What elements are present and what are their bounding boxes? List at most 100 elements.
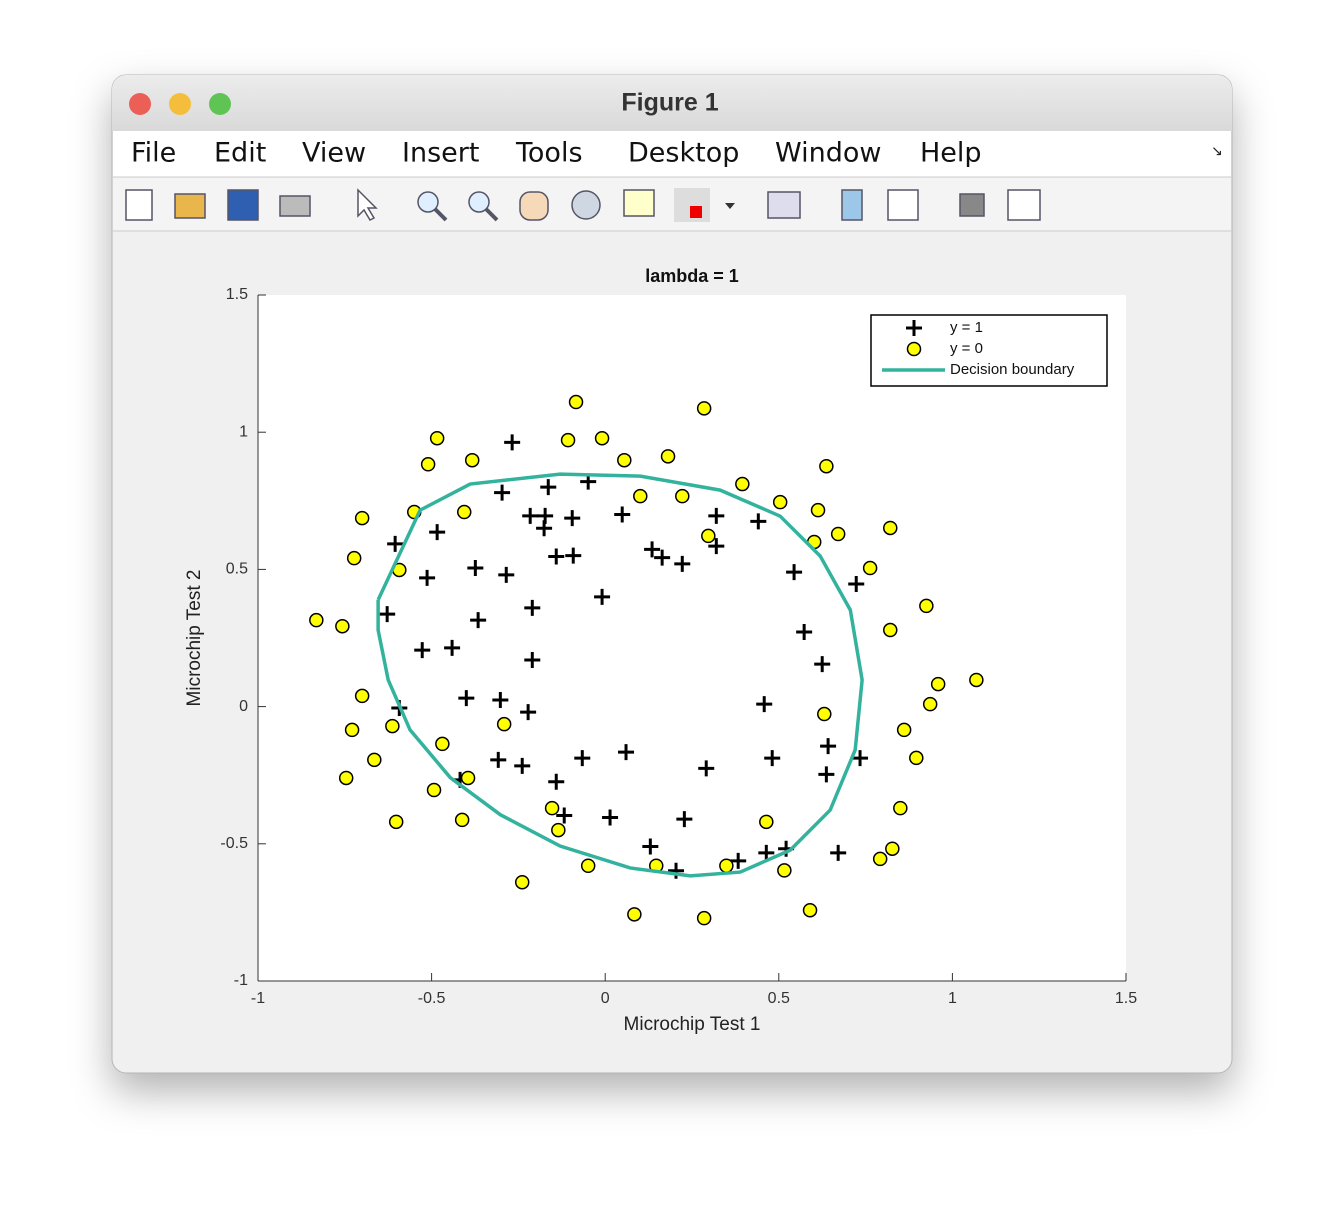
circle-marker (633, 488, 648, 504)
menu-item[interactable]: View (302, 138, 366, 169)
circle-marker (454, 812, 470, 828)
plus-marker (668, 862, 685, 879)
circle-marker (568, 394, 584, 410)
plus-marker (750, 513, 767, 530)
circle-marker (627, 907, 642, 922)
plus-marker (602, 809, 619, 826)
plot-area (258, 295, 1126, 981)
plus-marker (674, 555, 691, 572)
toolbar-icons[interactable] (125, 188, 1041, 222)
minimize-button[interactable] (169, 93, 191, 115)
plus-marker (614, 506, 631, 523)
plus-marker (756, 696, 773, 713)
menu-item[interactable]: Desktop (628, 138, 739, 169)
plus-marker (514, 757, 531, 774)
x-tick-label: -0.5 (418, 990, 446, 1007)
dock-arrow[interactable]: ↘ (1211, 143, 1223, 159)
legend-label: Decision boundary (950, 361, 1075, 378)
plus-marker (556, 807, 573, 824)
circle-marker (335, 618, 350, 634)
zoom-button[interactable] (209, 93, 231, 115)
plus-marker (520, 704, 537, 721)
circle-marker (551, 822, 566, 838)
circle-marker (544, 800, 560, 816)
close-button[interactable] (129, 93, 151, 115)
circle-marker (759, 814, 774, 830)
plus-marker (498, 566, 515, 583)
circle-marker (464, 452, 480, 468)
x-axis-label: Microchip Test 1 (624, 1014, 761, 1035)
menu-bar (113, 131, 1231, 177)
circle-marker (719, 858, 734, 874)
circle-marker (893, 800, 908, 816)
circle-marker (696, 910, 712, 926)
legend-label: y = 0 (950, 340, 983, 357)
circle-marker (830, 526, 846, 542)
plus-marker (387, 535, 404, 552)
y-tick-label: 1.5 (226, 286, 248, 303)
circle-marker (514, 874, 530, 890)
plus-marker (429, 524, 446, 541)
plus-marker (730, 852, 747, 869)
x-tick-label: 0 (601, 990, 610, 1007)
plus-marker (458, 690, 475, 707)
plus-marker (504, 434, 521, 451)
plus-marker (522, 507, 539, 524)
menu-item[interactable]: Insert (402, 138, 479, 169)
plus-marker (786, 564, 803, 581)
plus-marker (698, 760, 715, 777)
circle-marker (580, 858, 596, 874)
legend-marker (906, 341, 922, 357)
x-tick-label: 1.5 (1115, 990, 1137, 1007)
plus-marker (492, 692, 509, 709)
axes: lambda = 1 Microchip Test 1 Microchip Test… (184, 266, 1137, 1035)
window-title: Figure 1 (621, 89, 718, 117)
circle-marker (777, 863, 792, 878)
y-tick-label: 0.5 (226, 561, 248, 578)
circle-marker (675, 488, 690, 504)
plus-marker (618, 744, 635, 761)
circle-marker (862, 560, 878, 576)
plus-marker (467, 560, 484, 577)
circle-marker (922, 696, 938, 712)
menu-item[interactable]: File (131, 138, 176, 169)
circle-marker (696, 401, 712, 416)
circle-marker (969, 672, 984, 688)
menu-item[interactable]: Help (920, 138, 982, 169)
plus-marker (764, 750, 781, 767)
plus-marker (564, 510, 581, 527)
legend-marker (906, 320, 922, 336)
circle-marker (885, 841, 900, 856)
x-tick-label: 1 (948, 990, 957, 1007)
plus-marker (540, 479, 557, 496)
circle-marker (426, 782, 442, 798)
menu-item[interactable]: Tools (515, 138, 583, 169)
plus-marker (524, 599, 541, 616)
plus-marker (708, 538, 725, 555)
plus-marker (524, 651, 541, 668)
y-axis-label: Microchip Test 2 (184, 570, 205, 707)
circle-marker (344, 722, 360, 738)
plus-marker (818, 766, 835, 783)
circle-marker (388, 814, 404, 830)
legend-label: y = 1 (950, 319, 983, 336)
plus-marker (494, 484, 511, 501)
circle-marker (385, 718, 400, 734)
menu-item[interactable]: Window (775, 138, 881, 169)
plus-marker (820, 738, 837, 755)
circle-marker (420, 457, 436, 472)
y-tick-label: 0 (239, 698, 248, 715)
plus-marker (414, 642, 431, 659)
circle-marker (460, 770, 476, 786)
circle-marker (354, 688, 370, 704)
plus-marker (548, 548, 565, 565)
circle-marker (772, 494, 788, 510)
y-tick-label: -1 (234, 972, 248, 989)
circle-marker (896, 722, 912, 738)
menu-item[interactable]: Edit (214, 138, 266, 169)
plus-marker (852, 750, 869, 767)
circle-marker (909, 750, 924, 766)
chart-title: lambda = 1 (645, 266, 739, 286)
circle-marker (819, 458, 834, 474)
